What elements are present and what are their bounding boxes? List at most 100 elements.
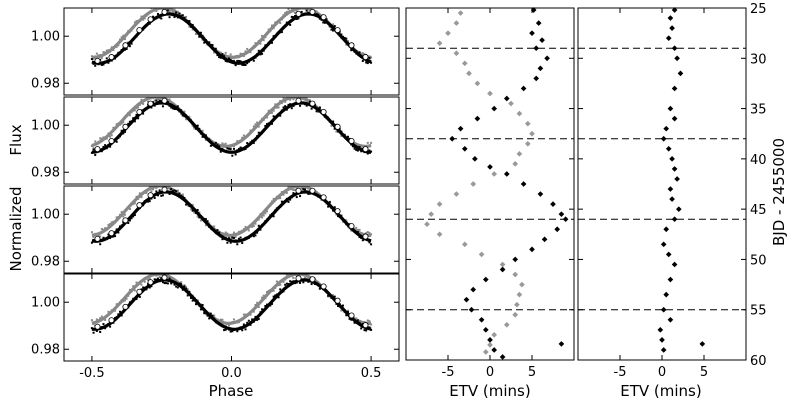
black-data-point [132,117,135,120]
black-data-point [183,196,186,199]
black-data-point [188,20,191,23]
gray-data-point [180,281,183,284]
black-data-point [148,200,151,203]
black-etv-point [537,191,544,197]
gray-data-point [275,280,278,283]
black-etv-point [482,276,489,283]
gray-data-point [252,125,255,128]
gray-data-point [135,107,138,110]
black-etv-point [665,145,672,152]
black-etv-point [675,206,682,212]
black-data-point [241,63,244,66]
black-etv-point [468,306,475,313]
black-data-point [148,286,151,289]
x-tick-label: 0.0 [221,366,242,381]
black-etv-point [529,30,535,36]
black-data-point [102,145,105,148]
black-data-point [327,294,330,297]
black-data-point [305,104,308,107]
black-etv-point [671,166,678,172]
black-data-point [368,149,371,152]
black-data-point [163,282,166,285]
gray-etv-point [457,10,464,16]
binned-point [108,230,115,237]
black-data-point [231,236,234,239]
gray-data-point [138,192,141,195]
gray-data-point [133,21,136,24]
gray-data-point [147,278,150,281]
black-etv-point [671,216,678,223]
black-data-point [229,241,232,244]
black-data-point [237,147,240,150]
black-data-point [178,192,181,195]
gray-data-point [254,123,257,126]
gray-data-point [183,284,186,287]
black-data-point [330,28,333,31]
binned-point [136,202,143,209]
gray-data-point [254,222,257,225]
black-data-point [173,16,176,19]
black-data-point [284,283,287,286]
panel-frame [63,185,400,274]
binned-point [348,137,355,144]
black-data-point [133,120,136,123]
black-data-point [323,21,326,24]
y-tick-label: 0.98 [31,343,60,358]
black-data-point [261,308,264,311]
black-data-point [299,281,302,284]
black-data-point [133,213,136,216]
black-data-point [137,117,140,120]
black-data-point [295,196,298,199]
black-data-point [254,234,257,237]
black-data-point [175,190,178,193]
binned-point [320,108,327,115]
gray-data-point [262,39,265,42]
gray-data-point [299,270,301,272]
gray-data-point [123,213,126,216]
black-data-point [90,327,93,330]
black-data-point [128,219,131,222]
black-etv-point [487,337,493,343]
gray-data-point [244,225,247,228]
black-data-point [104,144,107,147]
gray-etv-point [519,281,525,288]
black-data-point [229,148,232,151]
black-data-point [345,314,348,317]
binned-point [309,276,316,283]
black-data-point [161,194,164,197]
black-etv-point [558,211,565,217]
black-etv-point [512,256,519,263]
gray-data-point [133,289,136,292]
gray-data-point [100,227,103,230]
black-data-point [226,241,229,244]
gray-data-point [105,49,108,52]
y-tick-label: 0.98 [31,255,60,270]
gray-data-point [224,142,227,145]
black-data-point [272,295,275,298]
binned-point [362,54,369,61]
phase-xlabel: Phase [209,382,254,400]
black-data-point [272,215,275,218]
black-data-point [201,135,204,138]
gray-etv-point [524,120,531,127]
gray-data-point [196,299,199,302]
black-data-point [270,122,273,125]
gray-data-point [193,211,196,214]
black-data-point [204,134,207,137]
gray-etv-point [512,161,519,167]
black-data-point [160,277,163,280]
black-data-point [99,330,102,333]
gray-data-point [242,313,245,316]
black-etv-point [558,341,565,347]
gray-data-point [135,20,138,23]
black-data-point [259,53,262,56]
gray-etv-point [529,130,535,137]
black-data-point [310,283,313,286]
gray-data-point [279,22,282,25]
binned-point [94,57,101,64]
gray-data-point [257,306,260,309]
binned-point [320,283,327,290]
black-etv-point [537,65,544,72]
gray-data-point [294,188,297,191]
gray-data-point [224,51,227,54]
